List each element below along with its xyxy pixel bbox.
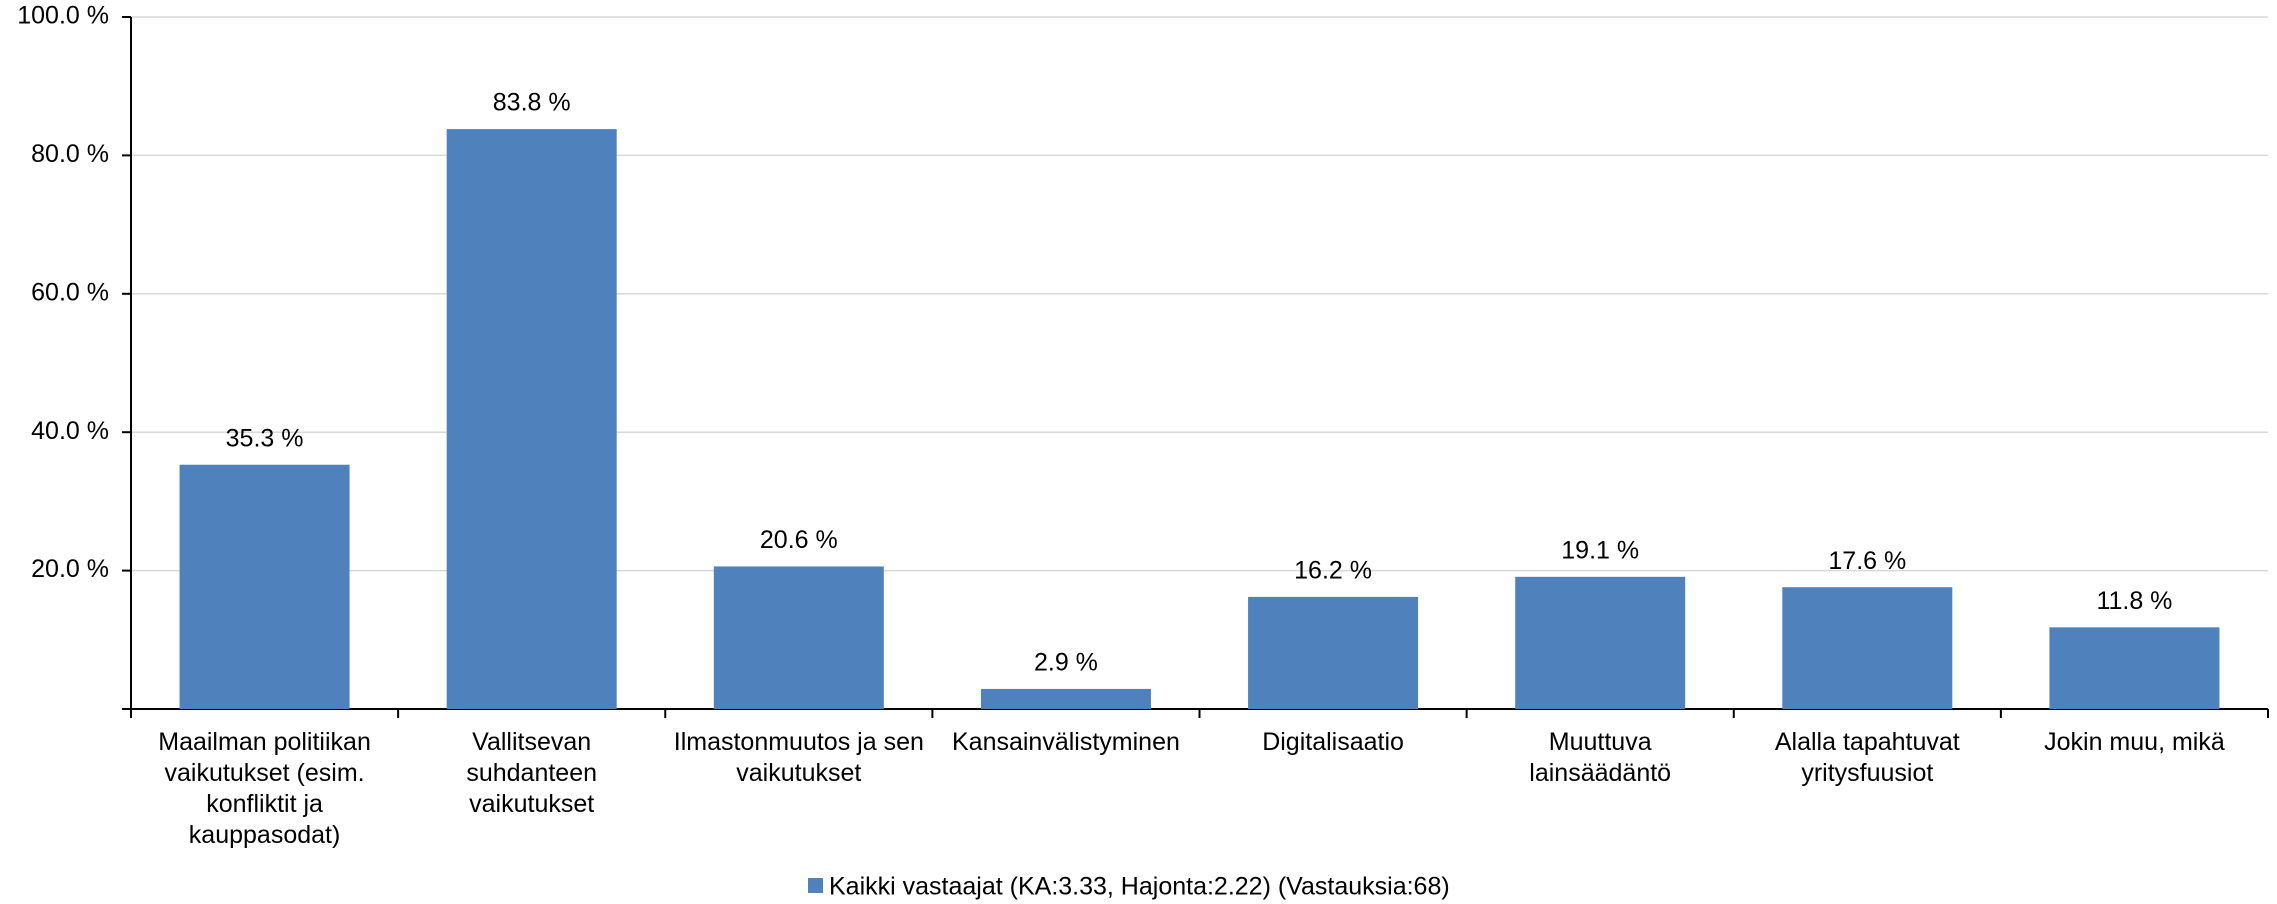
data-label: 20.6 % <box>760 526 838 554</box>
data-label: 17.6 % <box>1828 547 1906 575</box>
y-tick-label: 100.0 % <box>17 2 109 30</box>
bar <box>1515 576 1686 709</box>
data-label: 11.8 % <box>2096 587 2172 615</box>
data-label: 83.8 % <box>493 89 571 117</box>
data-label: 16.2 % <box>1294 557 1372 585</box>
data-label: 35.3 % <box>226 424 304 452</box>
x-tick-label: Alalla tapahtuvat yritysfuusiot <box>1774 728 1960 787</box>
bar <box>179 464 350 709</box>
x-tick-label: Jokin muu, mikä <box>2044 728 2225 756</box>
y-tick-label: 20.0 % <box>31 555 109 583</box>
data-label: 19.1 % <box>1561 536 1639 564</box>
x-tick-label: Muuttuva lainsäädäntö <box>1529 728 1672 787</box>
x-tick-label: Kansainvälistyminen <box>951 728 1180 756</box>
data-label: 2.9 % <box>1034 649 1098 677</box>
legend-swatch <box>808 878 823 893</box>
x-tick-label: Digitalisaatio <box>1262 728 1404 756</box>
bar <box>1248 596 1419 709</box>
x-tick-label: Ilmastonmuutos ja sen vaikutukset <box>673 728 924 787</box>
bar <box>980 688 1151 709</box>
bar <box>713 566 884 709</box>
bar <box>1782 587 1953 709</box>
legend-label: Kaikki vastaajat (KA:3.33, Hajonta:2.22)… <box>829 873 1450 901</box>
x-tick-label: Maailman politiikan vaikutukset (esim. k… <box>158 728 371 849</box>
bar <box>2049 627 2220 709</box>
y-tick-label: 60.0 % <box>31 278 109 306</box>
x-tick-label: Vallitsevan suhdanteen vaikutukset <box>466 728 598 818</box>
y-tick-label: 80.0 % <box>31 140 109 168</box>
y-tick-label: 40.0 % <box>31 417 109 445</box>
bar <box>446 129 617 709</box>
